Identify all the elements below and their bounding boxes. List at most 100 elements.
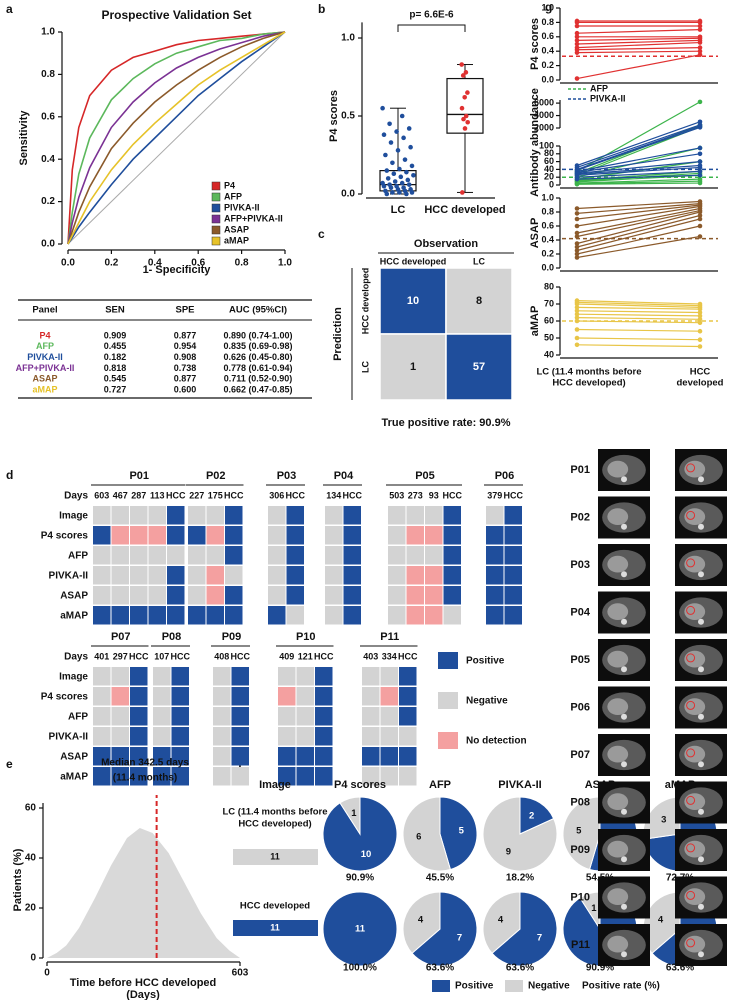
status-cell bbox=[153, 707, 171, 726]
table-cell: 0.818 bbox=[104, 363, 127, 373]
status-cell bbox=[130, 727, 148, 746]
point bbox=[391, 171, 397, 177]
x-tick-label: developed bbox=[677, 378, 724, 389]
status-cell bbox=[278, 747, 296, 766]
status-cell bbox=[93, 586, 111, 605]
table-cell: 0.626 (0.45-0.80) bbox=[223, 352, 292, 362]
pair-line bbox=[576, 126, 701, 171]
mri-spine bbox=[698, 761, 704, 768]
mri-spine bbox=[698, 808, 704, 815]
status-cell bbox=[268, 546, 286, 565]
status-cell bbox=[93, 667, 111, 686]
day-label: 306 bbox=[269, 490, 284, 500]
status-cell bbox=[343, 526, 361, 545]
point bbox=[398, 174, 404, 180]
status-cell bbox=[93, 566, 111, 585]
legend-label: Negative bbox=[528, 981, 570, 992]
pair-line bbox=[576, 317, 701, 320]
day-label: 409 bbox=[279, 651, 294, 661]
mri-spine bbox=[621, 761, 627, 768]
point bbox=[574, 30, 580, 36]
mri-organ bbox=[607, 793, 629, 811]
status-cell bbox=[399, 767, 417, 786]
table-cell: 0.738 bbox=[174, 363, 197, 373]
y-tick-label: 20 bbox=[25, 903, 37, 914]
point bbox=[459, 105, 465, 111]
row-label: AFP bbox=[68, 712, 88, 723]
table-cell: 0.890 (0.74-1.00) bbox=[223, 330, 292, 340]
table-cell: 0.877 bbox=[174, 330, 197, 340]
status-cell bbox=[343, 506, 361, 525]
y-axis-label: Patients (%) bbox=[12, 848, 24, 911]
status-cell bbox=[425, 546, 443, 565]
pair-line bbox=[576, 300, 701, 305]
pair-line bbox=[576, 301, 701, 307]
mri-spine bbox=[698, 476, 704, 483]
status-cell bbox=[443, 546, 461, 565]
day-label: 403 bbox=[363, 651, 378, 661]
status-cell bbox=[130, 506, 148, 525]
y-tick-label: 1.0 bbox=[41, 27, 55, 38]
status-cell bbox=[188, 586, 206, 605]
point bbox=[383, 152, 388, 158]
status-cell bbox=[325, 606, 343, 625]
day-label: 287 bbox=[131, 490, 146, 500]
panel-letter: e bbox=[6, 757, 13, 771]
status-cell bbox=[130, 667, 148, 686]
day-label: 107 bbox=[154, 651, 169, 661]
legend-label: Positive bbox=[455, 981, 494, 992]
lesion-marker bbox=[686, 890, 696, 900]
status-cell bbox=[225, 526, 243, 545]
point bbox=[697, 119, 703, 125]
status-cell bbox=[286, 526, 304, 545]
y-tick-label: 50 bbox=[544, 332, 554, 342]
status-cell bbox=[399, 747, 417, 766]
y-axis-label: P4 scores bbox=[529, 18, 541, 70]
x-tick-label: 0.2 bbox=[104, 258, 118, 269]
status-cell bbox=[130, 707, 148, 726]
mri-spine bbox=[698, 856, 704, 863]
table-header: SPE bbox=[175, 305, 194, 316]
y-tick-label: 0.4 bbox=[541, 46, 554, 56]
status-cell bbox=[188, 526, 206, 545]
point bbox=[574, 255, 580, 260]
day-label: HCC bbox=[231, 651, 251, 661]
status-cell bbox=[148, 546, 166, 565]
patient-label: P06 bbox=[570, 701, 590, 713]
status-cell bbox=[130, 687, 148, 706]
status-cell bbox=[130, 546, 148, 565]
status-cell bbox=[213, 667, 231, 686]
y-tick-label: 0.2 bbox=[41, 196, 55, 207]
status-cell bbox=[425, 586, 443, 605]
row-label: Image bbox=[59, 672, 88, 683]
pair-line bbox=[576, 54, 701, 80]
status-cell bbox=[504, 506, 522, 525]
table-cell: 0.455 bbox=[104, 341, 127, 351]
mri-spine bbox=[698, 618, 704, 625]
matrix-side: Prediction bbox=[332, 307, 344, 361]
slice-label: 2 bbox=[529, 810, 534, 821]
pair-line bbox=[576, 235, 701, 259]
pair-line bbox=[576, 303, 701, 308]
point bbox=[461, 116, 466, 122]
status-cell bbox=[388, 546, 406, 565]
point bbox=[574, 298, 580, 303]
row-label: AFP bbox=[68, 551, 88, 562]
status-cell bbox=[406, 586, 424, 605]
matrix-cell bbox=[379, 333, 447, 401]
patient-name: P03 bbox=[277, 470, 297, 482]
table-header: Panel bbox=[32, 305, 57, 316]
point bbox=[397, 166, 402, 172]
matrix-title: Observation bbox=[414, 238, 478, 250]
row-label: ASAP bbox=[60, 591, 88, 602]
panel-letter: c bbox=[318, 227, 325, 241]
y-tick-label: 6000 bbox=[534, 97, 554, 107]
status-cell bbox=[315, 767, 333, 786]
table-cell: 0.954 bbox=[174, 341, 197, 351]
point bbox=[574, 241, 580, 246]
y-tick-label: 0 bbox=[549, 179, 554, 189]
day-label: 334 bbox=[382, 651, 397, 661]
mri-spine bbox=[621, 808, 627, 815]
point bbox=[381, 183, 387, 189]
status-cell bbox=[286, 586, 304, 605]
